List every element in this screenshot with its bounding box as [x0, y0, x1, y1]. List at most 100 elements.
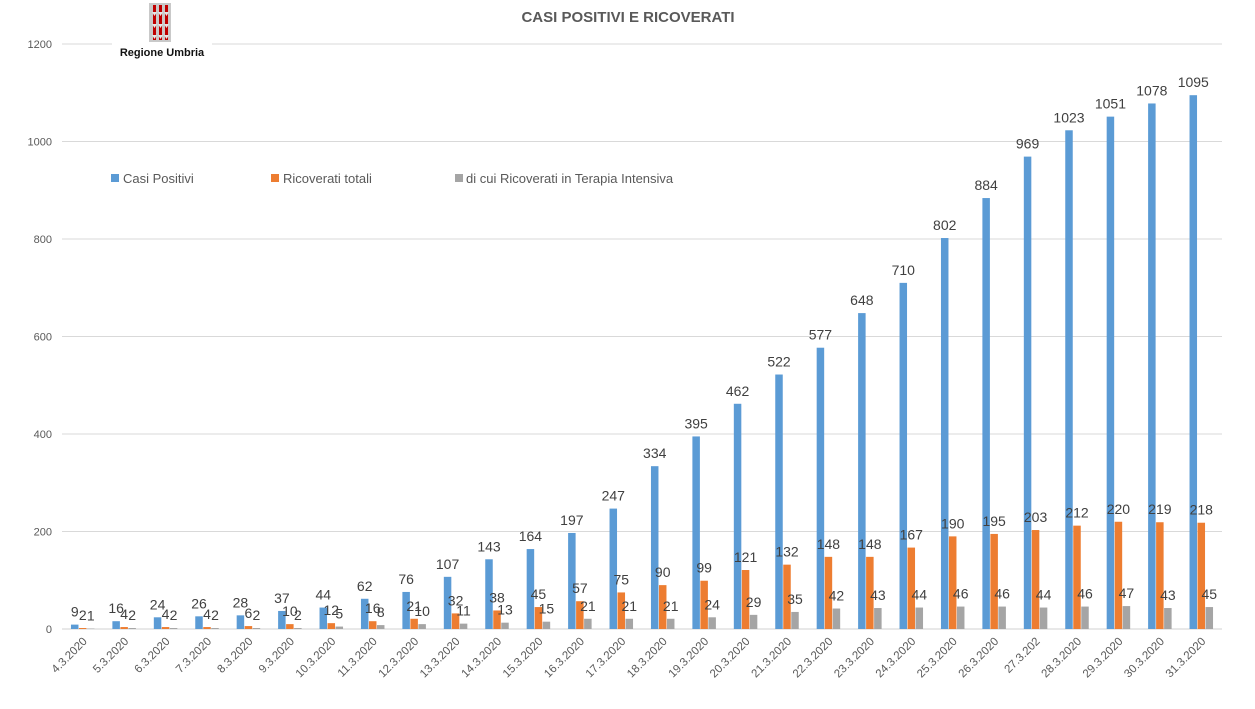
data-label: 164 — [519, 528, 543, 544]
data-label: 38 — [489, 589, 505, 605]
bar-ricoverati-totali — [1031, 530, 1040, 629]
data-label: 45 — [531, 586, 547, 602]
bar-casi-positivi — [1065, 130, 1073, 629]
data-label: 28 — [233, 594, 249, 610]
data-label: 2 — [128, 607, 136, 623]
data-label: 44 — [911, 587, 927, 603]
data-label: 132 — [775, 544, 799, 560]
bar-casi-positivi — [775, 374, 783, 629]
data-label: 648 — [850, 292, 874, 308]
legend-item-ricoverati-totali: Ricoverati totali — [271, 171, 372, 186]
bar-casi-positivi — [319, 607, 328, 629]
data-label: 16 — [108, 600, 124, 616]
bar-terapia-intensiva — [1081, 606, 1089, 629]
bar-ricoverati-totali — [1197, 522, 1206, 629]
legend-swatch — [271, 174, 279, 182]
data-label: 4 — [203, 606, 211, 622]
bar-casi-positivi — [70, 624, 79, 629]
data-label: 148 — [858, 536, 882, 552]
bar-casi-positivi — [195, 616, 203, 629]
data-label: 884 — [974, 177, 998, 193]
umbria-candles-icon — [149, 3, 171, 42]
data-label: 10 — [282, 603, 298, 619]
data-label: 969 — [1016, 136, 1040, 152]
bar-terapia-intensiva — [956, 606, 965, 629]
bar-ricoverati-totali — [327, 623, 336, 629]
data-label: 148 — [817, 536, 841, 552]
data-label: 1078 — [1136, 82, 1167, 98]
x-tick-label: 23.3.2020 — [832, 636, 877, 681]
data-label: 11 — [456, 603, 471, 619]
data-label: 203 — [1024, 509, 1048, 525]
logo-text: Regione Umbria — [120, 47, 205, 59]
bar-ricoverati-totali — [410, 618, 418, 629]
x-tick-label: 17.3.2020 — [584, 636, 629, 681]
bar-ricoverati-totali — [617, 592, 626, 629]
bar-terapia-intensiva — [666, 618, 675, 629]
data-label: 2 — [294, 607, 302, 623]
data-label: 24 — [150, 596, 166, 612]
y-tick-label: 1000 — [28, 137, 52, 149]
data-label: 219 — [1148, 501, 1172, 517]
bar-ricoverati-totali — [286, 624, 294, 629]
legend-item-casi-positivi: Casi Positivi — [111, 171, 194, 186]
bar-terapia-intensiva — [376, 625, 385, 629]
bar-casi-positivi — [858, 313, 866, 629]
bar-casi-positivi — [733, 403, 742, 629]
data-label: 44 — [315, 587, 331, 603]
data-label: 197 — [560, 512, 584, 528]
bar-terapia-intensiva — [252, 628, 261, 629]
bar-casi-positivi — [568, 532, 576, 629]
legend-label: Casi Positivi — [123, 171, 194, 186]
bar-ricoverati-totali — [866, 556, 874, 629]
bar-ricoverati-totali — [700, 580, 708, 629]
bar-terapia-intensiva — [708, 617, 716, 629]
data-label: 75 — [613, 571, 629, 587]
x-tick-label: 21.3.2020 — [749, 636, 794, 681]
x-tick-label: 18.3.2020 — [625, 636, 670, 681]
bar-casi-positivi — [1106, 116, 1115, 629]
bar-casi-positivi — [112, 621, 120, 629]
y-tick-label: 600 — [34, 332, 52, 344]
bar-casi-positivi — [443, 576, 452, 629]
data-label: 6 — [245, 605, 253, 621]
bar-casi-positivi — [940, 238, 949, 629]
data-label: 220 — [1107, 501, 1131, 517]
bar-terapia-intensiva — [542, 621, 551, 629]
bar-casi-positivi — [692, 436, 700, 629]
y-tick-label: 0 — [46, 624, 52, 636]
bar-casi-positivi — [278, 610, 286, 629]
bar-terapia-intensiva — [1205, 607, 1214, 629]
x-tick-label: 24.3.2020 — [874, 636, 919, 681]
data-label: 76 — [398, 571, 414, 587]
legend-label: di cui Ricoverati in Terapia Intensiva — [466, 171, 674, 186]
data-label: 46 — [994, 586, 1010, 602]
data-label: 334 — [643, 445, 667, 461]
data-label: 43 — [1160, 587, 1176, 603]
x-tick-label: 15.3.2020 — [501, 636, 546, 681]
data-label: 8 — [377, 604, 385, 620]
x-tick-label: 20.3.2020 — [708, 636, 753, 681]
data-label: 1051 — [1095, 96, 1126, 112]
bar-casi-positivi — [402, 591, 410, 629]
bar-casi-positivi — [485, 559, 493, 629]
data-label: 46 — [953, 586, 969, 602]
bars — [70, 95, 1214, 630]
legend: Casi Positivi Ricoverati totali di cui R… — [111, 171, 674, 186]
data-label: 15 — [539, 601, 555, 617]
bar-terapia-intensiva — [128, 628, 136, 629]
x-tick-label: 28.3.2020 — [1039, 636, 1084, 681]
bar-casi-positivi — [236, 615, 245, 629]
bar-casi-positivi — [609, 508, 618, 629]
data-label: 247 — [602, 488, 626, 504]
bar-ricoverati-totali — [741, 570, 750, 629]
data-label: 395 — [684, 415, 708, 431]
bar-terapia-intensiva — [501, 622, 509, 629]
y-tick-label: 400 — [34, 429, 52, 441]
bar-casi-positivi — [1023, 156, 1032, 630]
chart-title: CASI POSITIVI E RICOVERATI — [521, 9, 734, 26]
data-label: 57 — [572, 580, 588, 596]
bar-terapia-intensiva — [791, 611, 799, 629]
